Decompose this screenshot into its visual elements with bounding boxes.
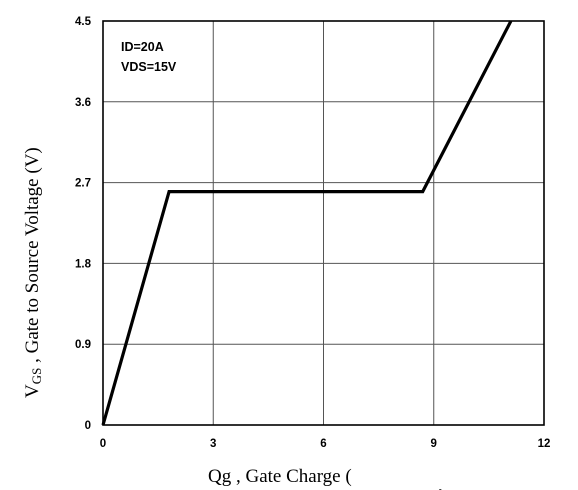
y-tick-label: 2.7 bbox=[75, 178, 91, 190]
annotation-vds: VDS=15V bbox=[121, 60, 177, 74]
y-tick-label: 0.9 bbox=[75, 339, 91, 351]
x-tick-label: 6 bbox=[320, 438, 326, 450]
y-axis-label-rest: , Gate to Source Voltage (V) bbox=[22, 147, 43, 367]
x-tick-labels: 0 3 6 9 12 bbox=[100, 438, 551, 450]
x-axis-label: Qg , Gate Charge ( bbox=[208, 466, 352, 487]
y-tick-label: 4.5 bbox=[75, 16, 92, 28]
y-tick-label: 3.6 bbox=[75, 97, 91, 109]
y-tick-labels: 0 0.9 1.8 2.7 3.6 4.5 bbox=[75, 16, 92, 432]
y-axis-label: VGS , Gate to Source Voltage (V) bbox=[22, 147, 44, 398]
y-axis-label-prefix: V bbox=[22, 384, 43, 398]
x-axis-label-tail: ˎ bbox=[438, 472, 444, 490]
plot-frame bbox=[102, 20, 545, 426]
x-tick-label: 12 bbox=[538, 438, 551, 450]
vgs-curve bbox=[101, 20, 513, 426]
x-tick-label: 9 bbox=[431, 438, 437, 450]
x-tick-label: 3 bbox=[210, 438, 216, 450]
x-tick-label: 0 bbox=[100, 438, 106, 450]
annotation-id: ID=20A bbox=[121, 40, 164, 54]
y-axis-label-subscript: GS bbox=[29, 368, 44, 385]
grid-lines bbox=[103, 21, 544, 425]
y-tick-label: 0 bbox=[85, 420, 91, 432]
y-tick-label: 1.8 bbox=[75, 258, 92, 270]
